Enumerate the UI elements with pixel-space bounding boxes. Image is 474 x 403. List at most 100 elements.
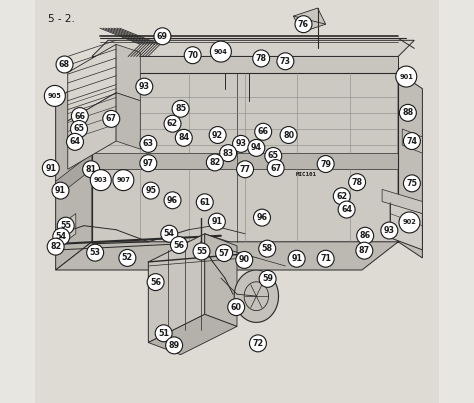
Circle shape — [196, 194, 213, 211]
Circle shape — [171, 237, 187, 253]
Text: 84: 84 — [178, 133, 190, 142]
Circle shape — [280, 127, 297, 143]
Circle shape — [209, 213, 225, 230]
Circle shape — [147, 274, 164, 291]
Circle shape — [400, 104, 416, 121]
Polygon shape — [55, 73, 92, 270]
Text: 82: 82 — [209, 158, 220, 167]
Circle shape — [155, 325, 172, 342]
Text: 904: 904 — [214, 49, 228, 54]
Text: 77: 77 — [239, 165, 251, 174]
Circle shape — [142, 182, 159, 199]
Circle shape — [216, 245, 233, 262]
Text: 97: 97 — [143, 159, 154, 168]
Text: 91: 91 — [291, 254, 302, 263]
Circle shape — [47, 238, 64, 255]
Text: 88: 88 — [402, 108, 413, 117]
Polygon shape — [390, 202, 422, 250]
Text: 64: 64 — [70, 137, 81, 146]
Text: 87: 87 — [359, 246, 370, 255]
Circle shape — [210, 41, 231, 62]
Circle shape — [317, 250, 334, 267]
Text: 96: 96 — [167, 196, 178, 205]
Polygon shape — [293, 8, 326, 32]
Text: 91: 91 — [46, 164, 56, 172]
Circle shape — [248, 139, 265, 156]
Circle shape — [338, 201, 355, 218]
Circle shape — [357, 227, 374, 244]
Text: 78: 78 — [255, 54, 267, 63]
Polygon shape — [234, 270, 279, 322]
Circle shape — [87, 244, 104, 261]
Text: 905: 905 — [48, 93, 62, 99]
Circle shape — [172, 100, 189, 117]
Circle shape — [72, 108, 88, 125]
Polygon shape — [148, 234, 205, 343]
Circle shape — [267, 160, 284, 177]
Polygon shape — [205, 234, 237, 326]
Circle shape — [259, 240, 276, 257]
Text: 76: 76 — [298, 20, 309, 29]
Circle shape — [136, 78, 153, 95]
Text: 58: 58 — [262, 244, 273, 253]
Text: 67: 67 — [270, 164, 281, 172]
Circle shape — [396, 66, 417, 87]
Circle shape — [228, 299, 245, 316]
Circle shape — [154, 28, 171, 45]
Circle shape — [161, 225, 178, 242]
Text: 54: 54 — [56, 232, 67, 241]
Circle shape — [237, 161, 254, 178]
Circle shape — [349, 174, 365, 191]
Text: 73: 73 — [280, 57, 291, 66]
Polygon shape — [92, 73, 398, 242]
Text: 78: 78 — [352, 178, 363, 187]
Text: 54: 54 — [164, 229, 175, 238]
Text: 5 - 2.: 5 - 2. — [47, 14, 74, 24]
Polygon shape — [116, 93, 140, 149]
Circle shape — [236, 251, 253, 268]
Text: 52: 52 — [122, 253, 133, 262]
Circle shape — [356, 242, 373, 259]
Circle shape — [259, 270, 276, 287]
Circle shape — [277, 53, 294, 70]
Text: 69: 69 — [157, 32, 168, 41]
Circle shape — [53, 228, 70, 245]
Polygon shape — [402, 129, 422, 153]
Text: 903: 903 — [94, 177, 108, 183]
Polygon shape — [92, 56, 398, 73]
Circle shape — [317, 156, 334, 172]
Circle shape — [119, 249, 136, 266]
Circle shape — [71, 120, 88, 137]
Text: 75: 75 — [406, 179, 418, 188]
Circle shape — [193, 243, 210, 260]
Circle shape — [113, 170, 134, 191]
Circle shape — [66, 133, 83, 150]
Circle shape — [175, 129, 192, 146]
Text: 51: 51 — [158, 329, 169, 338]
Polygon shape — [382, 189, 422, 214]
Circle shape — [164, 115, 181, 132]
Text: 66: 66 — [74, 112, 85, 120]
Circle shape — [42, 160, 59, 177]
Text: 93: 93 — [139, 82, 150, 91]
Text: 60: 60 — [231, 303, 242, 312]
Text: 86: 86 — [360, 231, 371, 240]
Text: 89: 89 — [169, 341, 180, 350]
Circle shape — [403, 133, 420, 150]
Text: 56: 56 — [150, 278, 161, 287]
Text: 83: 83 — [223, 149, 234, 158]
Polygon shape — [55, 153, 92, 197]
Text: 59: 59 — [262, 274, 273, 283]
Circle shape — [333, 188, 350, 205]
Text: 96: 96 — [256, 213, 267, 222]
Circle shape — [295, 16, 312, 33]
Circle shape — [399, 212, 420, 233]
Circle shape — [254, 209, 271, 226]
Text: 61: 61 — [199, 198, 210, 207]
Text: 94: 94 — [251, 143, 262, 152]
Text: 66: 66 — [258, 127, 269, 136]
Circle shape — [82, 161, 100, 178]
Circle shape — [56, 56, 73, 73]
Text: 902: 902 — [402, 220, 417, 225]
Circle shape — [219, 145, 237, 162]
